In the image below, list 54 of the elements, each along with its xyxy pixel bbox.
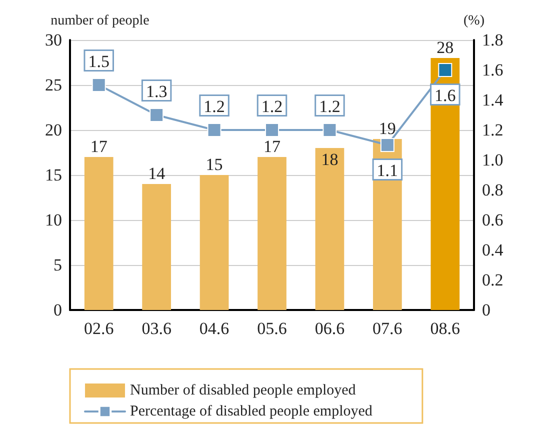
legend-label: Percentage of disabled people employed — [130, 404, 373, 420]
point — [380, 138, 394, 152]
bar — [84, 157, 114, 310]
y-tick-label: 0 — [54, 300, 62, 320]
point — [322, 123, 337, 137]
x-tick-label: 05.6 — [257, 319, 287, 338]
legend-label: Number of disabled people employed — [130, 382, 356, 398]
y2-tick-label: 1.6 — [482, 60, 504, 80]
y2-tick-label: 1.4 — [482, 90, 504, 110]
y-tick-label: 10 — [45, 210, 62, 230]
y2-tick-label: 0 — [482, 300, 490, 320]
x-tick-label: 03.6 — [142, 319, 172, 338]
x-tick-label: 08.6 — [430, 319, 460, 338]
y-tick-label: 5 — [54, 256, 62, 274]
y-tick-label: 30 — [45, 30, 62, 50]
data-label: 15 — [206, 155, 223, 174]
data-label: 19 — [378, 119, 396, 138]
x-tick-label: 06.6 — [314, 319, 345, 338]
point — [438, 63, 452, 77]
data-label: 1.5 — [88, 52, 110, 71]
data-label: 1.6 — [434, 86, 456, 105]
y2-tick-label: 1.2 — [482, 120, 504, 140]
y2-tick-label: 1.8 — [482, 30, 504, 50]
bar — [200, 175, 229, 310]
data-label: 1.2 — [204, 97, 225, 116]
data-label: 14 — [148, 164, 166, 183]
y2-tick-label: 0.4 — [482, 240, 504, 260]
data-label: 1.3 — [146, 82, 168, 101]
x-tick-label: 04.6 — [199, 319, 230, 338]
data-label: 17 — [264, 137, 281, 156]
x-tick-label: 02.6 — [84, 319, 114, 338]
y-tick-label: 15 — [45, 166, 62, 184]
y2-tick-label: 0.6 — [482, 210, 504, 230]
y2-tick-label: 1.0 — [482, 150, 504, 170]
bar — [258, 157, 286, 310]
data-label: 17 — [90, 137, 108, 156]
y2-axis-title: (%) — [464, 14, 485, 28]
point — [265, 123, 279, 137]
data-label: 1.2 — [319, 97, 340, 116]
bar — [315, 148, 344, 310]
point — [207, 123, 222, 137]
data-label: 28 — [436, 38, 454, 57]
point — [150, 108, 164, 122]
y2-tick-label: 0.2 — [482, 270, 504, 290]
y-tick-label: 25 — [45, 76, 62, 94]
x-tick-label: 07.6 — [372, 319, 402, 338]
data-label: 18 — [321, 150, 338, 169]
bar — [142, 184, 171, 310]
y-axis-title: number of people — [50, 14, 150, 28]
data-label: 1.1 — [376, 161, 398, 180]
y2-tick-label: 0.8 — [482, 180, 504, 200]
y-tick-label: 20 — [45, 120, 62, 140]
point — [92, 78, 106, 92]
data-label: 1.2 — [261, 97, 283, 116]
